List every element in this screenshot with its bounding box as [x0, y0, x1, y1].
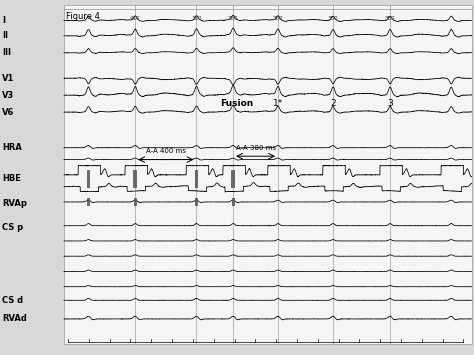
- Text: I: I: [2, 16, 5, 25]
- Text: 380: 380: [385, 16, 395, 21]
- Text: 3: 3: [387, 99, 393, 108]
- Bar: [134, 198, 137, 206]
- Text: 380: 380: [273, 16, 283, 21]
- Text: RVAp: RVAp: [2, 199, 27, 208]
- Text: RVAd: RVAd: [2, 315, 27, 323]
- Text: 380: 380: [228, 16, 238, 21]
- Bar: [87, 198, 90, 206]
- Text: V3: V3: [2, 91, 15, 100]
- Bar: [64, 5, 472, 344]
- Text: V1: V1: [2, 74, 15, 83]
- Text: 380: 380: [191, 16, 202, 21]
- Text: Fusion: Fusion: [220, 99, 254, 108]
- Text: 1*: 1*: [273, 99, 283, 108]
- Text: 2: 2: [330, 99, 336, 108]
- Text: CS p: CS p: [2, 223, 24, 232]
- Text: Figure 4: Figure 4: [66, 12, 100, 21]
- Text: V6: V6: [2, 108, 15, 117]
- Bar: [87, 170, 91, 188]
- Text: III: III: [2, 48, 11, 57]
- Text: HRA: HRA: [2, 143, 22, 152]
- Text: 410: 410: [130, 16, 141, 21]
- Text: II: II: [2, 31, 9, 40]
- Bar: [231, 170, 235, 188]
- Text: 380: 380: [328, 16, 338, 21]
- Bar: [232, 198, 235, 206]
- Bar: [195, 198, 198, 206]
- Bar: [133, 170, 137, 188]
- Text: A-A 400 ms: A-A 400 ms: [146, 148, 186, 154]
- Text: HBE: HBE: [2, 174, 21, 183]
- Text: A-A 380 ms: A-A 380 ms: [236, 145, 276, 151]
- Text: CS d: CS d: [2, 296, 24, 305]
- Bar: [195, 170, 199, 188]
